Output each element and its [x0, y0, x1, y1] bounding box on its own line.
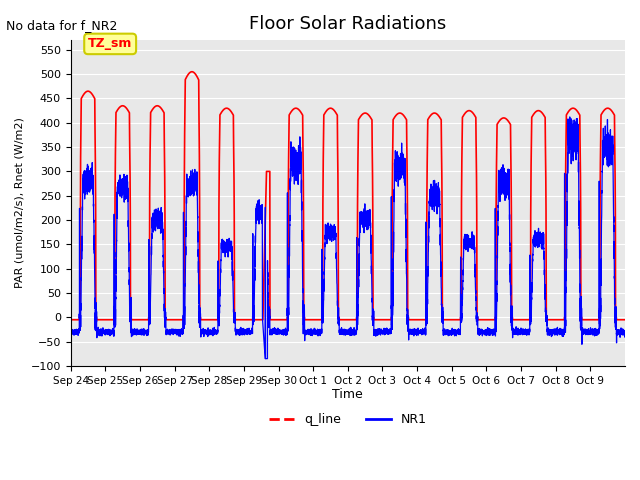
NR1: [237, 328, 244, 334]
NR1: [566, 114, 573, 120]
q_line: [86, 89, 94, 95]
Legend: q_line, NR1: q_line, NR1: [264, 408, 432, 432]
Title: Floor Solar Radiations: Floor Solar Radiations: [249, 15, 447, 33]
Text: No data for f_NR2: No data for f_NR2: [6, 19, 118, 32]
q_line: [550, 317, 558, 323]
Text: TZ_sm: TZ_sm: [88, 37, 132, 50]
q_line: [621, 317, 629, 323]
q_line: [211, 317, 218, 323]
NR1: [67, 330, 74, 336]
NR1: [211, 324, 218, 330]
Y-axis label: PAR (umol/m2/s), Rnet (W/m2): PAR (umol/m2/s), Rnet (W/m2): [15, 118, 25, 288]
NR1: [316, 331, 323, 336]
NR1: [86, 176, 94, 182]
Line: NR1: NR1: [70, 117, 625, 359]
q_line: [188, 69, 196, 74]
q_line: [67, 317, 74, 323]
q_line: [483, 317, 491, 323]
Line: q_line: q_line: [70, 72, 625, 320]
q_line: [237, 317, 244, 323]
X-axis label: Time: Time: [332, 388, 364, 401]
NR1: [621, 330, 629, 336]
q_line: [316, 317, 323, 323]
NR1: [550, 330, 558, 336]
NR1: [483, 331, 491, 336]
NR1: [261, 356, 269, 361]
